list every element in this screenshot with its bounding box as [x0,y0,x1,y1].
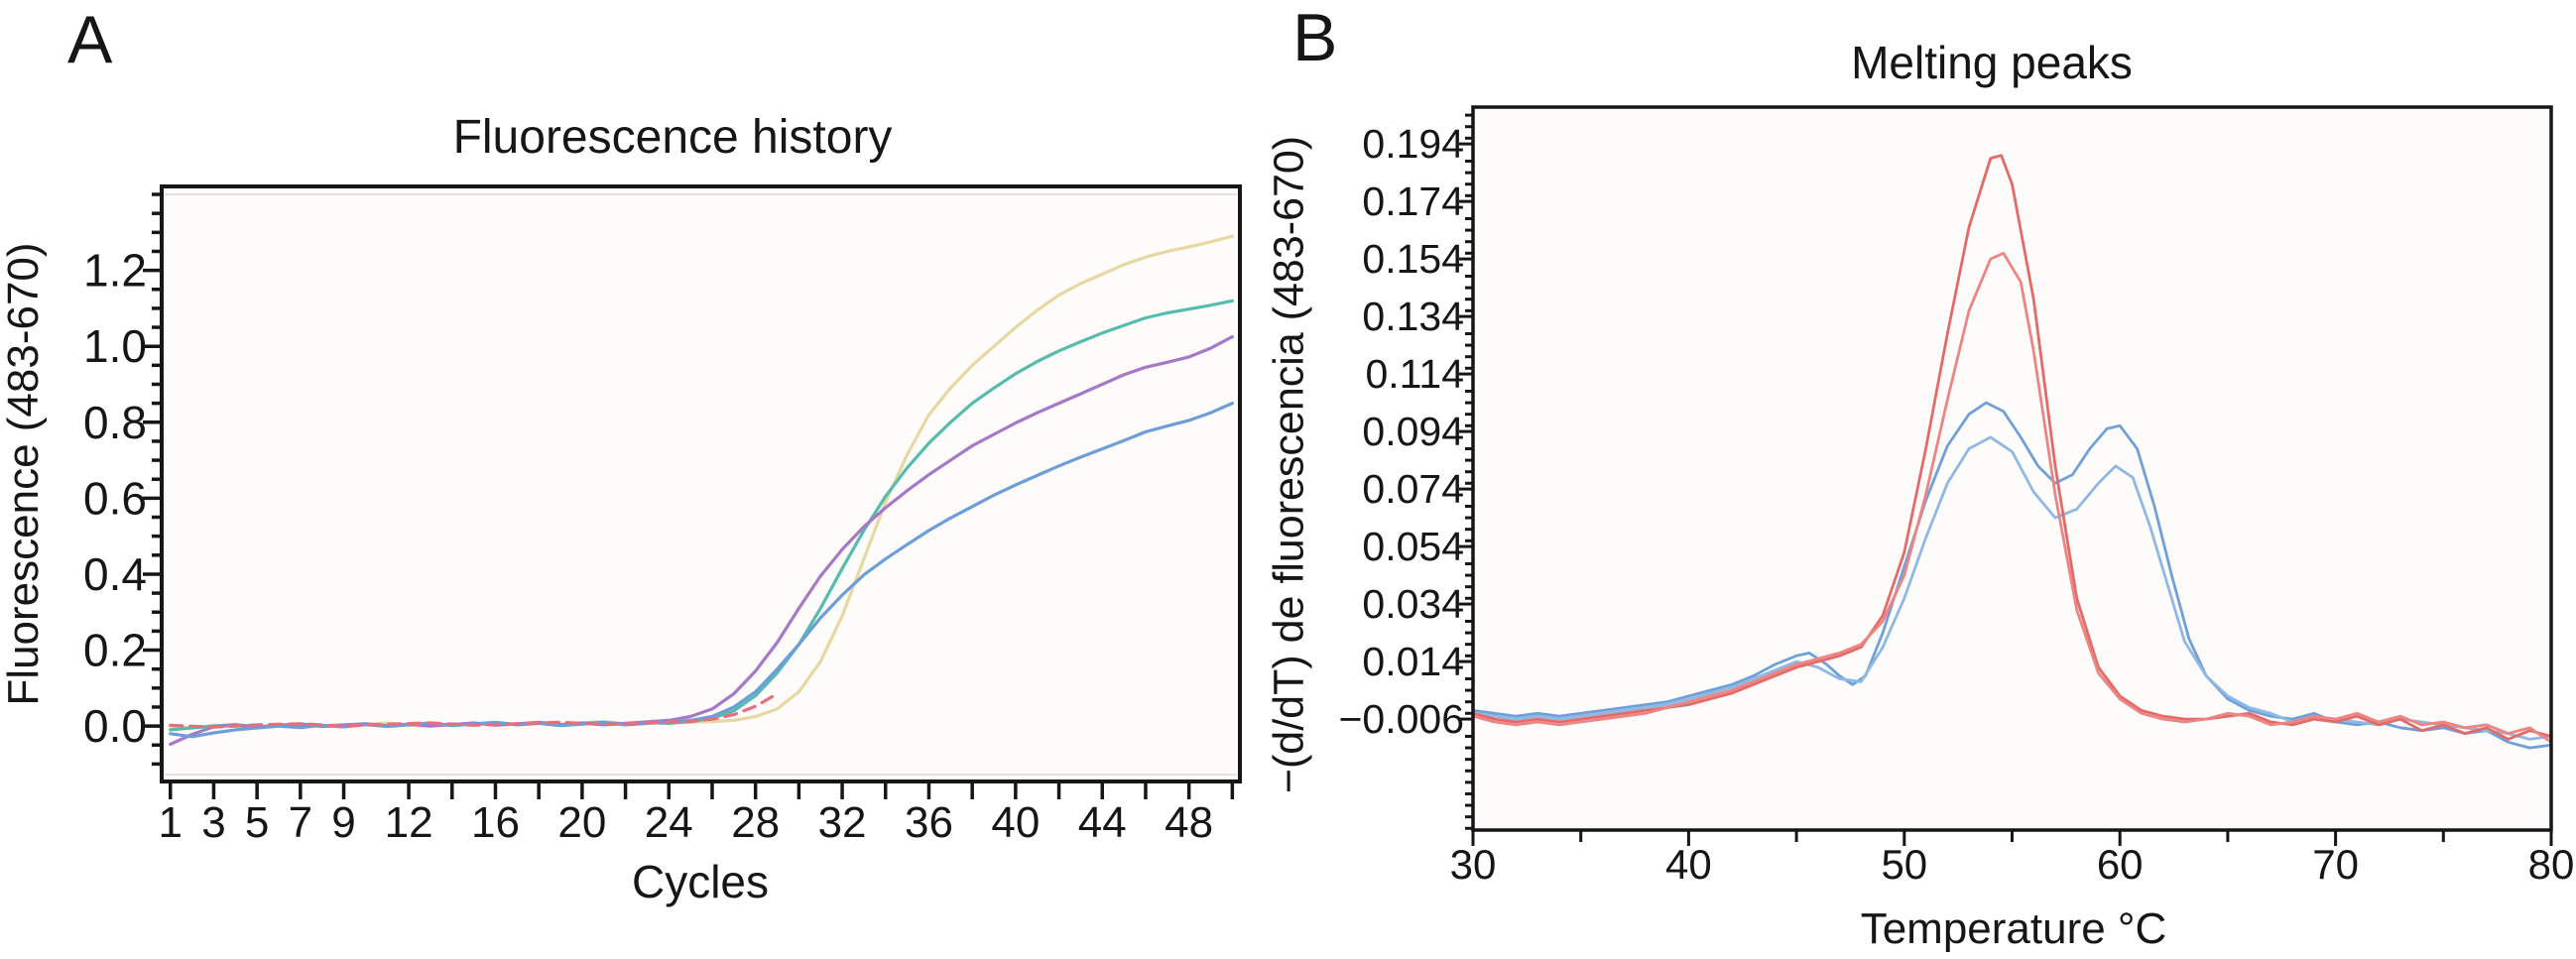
x-tick-label: 9 [331,798,355,847]
y-tick-label: 0.034 [1362,581,1464,627]
x-axis-ticks: 1 3 5 7 9 12 16 20 24 28 32 36 40 44 48 [158,781,1235,847]
x-tick-label: 28 [731,798,780,847]
x-tick-label: 3 [201,798,225,847]
x-tick-label: 7 [289,798,312,847]
y-tick-label: 0.174 [1362,179,1464,224]
x-tick-label: 48 [1165,798,1213,847]
baseline-red-curve [169,691,780,729]
panel-a-x-axis-label: Cycles [631,856,770,907]
x-tick-label: 30 [1450,841,1497,888]
panel-a-letter: A [67,2,113,77]
plot-area [162,186,1240,781]
x-tick-label: 24 [645,798,693,847]
x-tick-label: 60 [2097,841,2144,888]
x-tick-label: 16 [471,798,520,847]
x-tick-label: 50 [1881,841,1927,888]
y-tick-label: 0.074 [1362,466,1464,512]
y-tick-label: 0.154 [1362,236,1464,282]
panel-a-title: Fluorescence history [452,111,893,164]
panel-a-y-axis-label: Fluorescence (483-670) [0,242,48,706]
y-tick-label: −0.006 [1338,696,1464,742]
melt-blue-1-curve [1471,401,2553,750]
panel-b-x-axis-label: Temperature °C [1860,904,2167,953]
x-tick-label: 12 [385,798,433,847]
y-tick-label: 0.194 [1362,121,1464,167]
x-tick-label: 20 [557,798,606,847]
melt-red-2-curve [1471,251,2553,744]
x-tick-label: 32 [818,798,867,847]
y-tick-label: 0.4 [83,548,147,600]
x-tick-label: 80 [2528,841,2575,888]
melt-red-1-curve [1471,154,2553,741]
x-tick-label: 40 [991,798,1040,847]
panel-b-letter: B [1292,0,1338,75]
y-axis-ticks: 0.194 0.174 0.154 0.134 0.114 0.094 0.074 0.054… [1338,113,1473,830]
x-axis-ticks: 30 40 50 60 70 80 [1450,830,2575,888]
y-tick-label: 0.134 [1362,294,1464,339]
x-tick-label: 44 [1078,798,1127,847]
x-tick-label: 70 [2312,841,2359,888]
y-tick-label: 0.8 [83,397,147,448]
series-group [169,234,1235,747]
y-tick-label: 1.0 [83,320,147,372]
y-tick-label: 0.2 [83,625,147,676]
plot-border [160,184,1242,783]
melting-peaks-plot: 30 40 50 60 70 80 0.194 0.174 0.154 0.134 0.114 0.0… [1338,105,2575,888]
series-group [1471,154,2553,750]
y-tick-label: 0.014 [1362,639,1464,684]
x-tick-label: 5 [245,798,269,847]
y-tick-label: 0.054 [1362,524,1464,569]
panel-b-y-axis-label: −(d/dT) de fluorescencia (483-670) [1265,135,1313,794]
y-tick-label: 0.6 [83,472,147,524]
y-axis-ticks: 0.0 0.2 0.4 0.6 0.8 1.0 1.2 [83,192,162,767]
y-tick-label: 1.2 [83,245,147,297]
x-tick-label: 1 [158,798,182,847]
y-tick-label: 0.094 [1362,409,1464,454]
y-tick-label: 0.114 [1365,351,1464,397]
y-tick-label: 0.0 [83,700,147,752]
melt-blue-2-curve [1471,435,2553,741]
x-tick-label: 40 [1665,841,1712,888]
fluorescence-history-plot: 1 3 5 7 9 12 16 20 24 28 32 36 40 44 48 0.0 0.2 0.4 0.6 0.8… [83,184,1242,847]
panel-b-title: Melting peaks [1851,37,2133,88]
x-tick-label: 36 [905,798,953,847]
